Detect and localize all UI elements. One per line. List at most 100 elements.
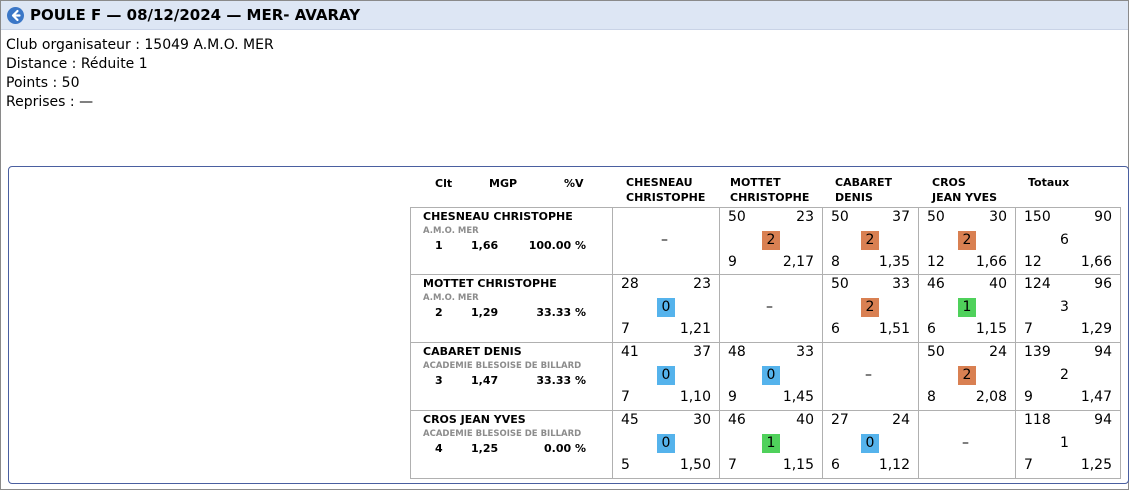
score-average: 1,10: [679, 389, 711, 405]
score-opponent: 30: [693, 412, 711, 428]
grid-line: [410, 207, 411, 479]
score-points: 118: [1024, 412, 1051, 428]
total-match-points: 6: [1060, 232, 1069, 248]
score-opponent: 94: [1094, 344, 1112, 360]
match-points-badge: 2: [762, 231, 780, 250]
score-opponent: 30: [989, 209, 1007, 225]
header-mgp: MGP: [489, 177, 518, 190]
score-opponent: 37: [892, 209, 910, 225]
score-average: 1,51: [878, 321, 910, 337]
score-reprises: 5: [621, 457, 630, 473]
player-club: ACADEMIE BLESOISE DE BILLARD: [423, 361, 582, 371]
score-opponent: 40: [989, 276, 1007, 292]
match-points-badge: 2: [861, 298, 879, 317]
header-pctv: %V: [564, 177, 584, 190]
score-points: 46: [927, 276, 945, 292]
match-points-badge: 1: [958, 298, 976, 317]
score-average: 1,15: [975, 321, 1007, 337]
score-reprises: 7: [1024, 321, 1033, 337]
grid-line: [719, 207, 720, 479]
competition-info: Club organisateur : 15049 A.M.O. MER Dis…: [6, 36, 274, 112]
score-opponent: 33: [796, 344, 814, 360]
grid-line: [612, 207, 613, 479]
score-points: 50: [927, 344, 945, 360]
score-average: 1,15: [782, 457, 814, 473]
empty-cell-dash: –: [962, 435, 969, 451]
player-mgp: 1,66: [471, 239, 499, 252]
score-opponent: 96: [1094, 276, 1112, 292]
grid-line: [410, 478, 1120, 479]
player-pct-v: 100.00 %: [528, 239, 586, 252]
empty-cell-dash: –: [865, 367, 872, 383]
score-opponent: 33: [892, 276, 910, 292]
score-reprises: 6: [831, 321, 840, 337]
player-pct-v: 33.33 %: [536, 306, 586, 319]
score-opponent: 94: [1094, 412, 1112, 428]
total-match-points: 2: [1060, 367, 1069, 383]
empty-cell-dash: –: [661, 232, 668, 248]
match-points-badge: 0: [657, 298, 675, 317]
score-opponent: 24: [892, 412, 910, 428]
score-reprises: 6: [927, 321, 936, 337]
match-points-badge: 0: [657, 366, 675, 385]
score-average: 1,25: [1080, 457, 1112, 473]
score-average: 1,66: [975, 254, 1007, 270]
score-reprises: 8: [831, 254, 840, 270]
grid-line: [822, 207, 823, 479]
score-points: 50: [927, 209, 945, 225]
score-average: 2,17: [782, 254, 814, 270]
player-rank: 3: [435, 374, 443, 387]
player-rank: 1: [435, 239, 443, 252]
score-points: 46: [728, 412, 746, 428]
score-points: 28: [621, 276, 639, 292]
score-reprises: 9: [1024, 389, 1033, 405]
score-opponent: 24: [989, 344, 1007, 360]
reprises: Reprises : —: [6, 94, 94, 110]
score-reprises: 12: [1024, 254, 1042, 270]
grid-line: [1015, 207, 1016, 479]
header-col-cros: CROS JEAN YVES: [932, 176, 998, 204]
grid-line: [410, 274, 1120, 275]
player-rank: 2: [435, 306, 443, 319]
score-points: 41: [621, 344, 639, 360]
score-reprises: 9: [728, 389, 737, 405]
header-totaux: Totaux: [1028, 176, 1070, 189]
player-mgp: 1,25: [471, 442, 499, 455]
grid-line: [918, 207, 919, 479]
score-average: 1,21: [679, 321, 711, 337]
score-opponent: 40: [796, 412, 814, 428]
score-points: 45: [621, 412, 639, 428]
match-points-badge: 0: [861, 434, 879, 453]
match-points-badge: 0: [657, 434, 675, 453]
score-reprises: 6: [831, 457, 840, 473]
score-opponent: 23: [796, 209, 814, 225]
player-name: CABARET DENIS: [423, 345, 522, 358]
player-name: CROS JEAN YVES: [423, 413, 526, 426]
player-rank: 4: [435, 442, 443, 455]
score-reprises: 12: [927, 254, 945, 270]
score-opponent: 37: [693, 344, 711, 360]
score-reprises: 8: [927, 389, 936, 405]
score-points: 50: [831, 276, 849, 292]
title-bar: POULE F — 08/12/2024 — MER- AVARAY: [1, 1, 1128, 30]
score-average: 2,08: [975, 389, 1007, 405]
header-col-mottet: MOTTET CHRISTOPHE: [730, 176, 810, 204]
score-average: 1,45: [782, 389, 814, 405]
player-club: A.M.O. MER: [423, 226, 479, 236]
grid-line: [410, 207, 1120, 208]
score-points: 150: [1024, 209, 1051, 225]
score-points: 139: [1024, 344, 1051, 360]
empty-cell-dash: –: [766, 299, 773, 315]
total-match-points: 1: [1060, 435, 1069, 451]
score-reprises: 7: [1024, 457, 1033, 473]
match-points-badge: 0: [762, 366, 780, 385]
score-points: 50: [728, 209, 746, 225]
back-arrow-icon[interactable]: [7, 7, 24, 24]
club-organisateur: Club organisateur : 15049 A.M.O. MER: [6, 37, 274, 53]
score-points: 50: [831, 209, 849, 225]
score-points: 124: [1024, 276, 1051, 292]
player-mgp: 1,29: [471, 306, 499, 319]
score-points: 27: [831, 412, 849, 428]
player-club: ACADEMIE BLESOISE DE BILLARD: [423, 429, 582, 439]
score-average: 1,47: [1080, 389, 1112, 405]
